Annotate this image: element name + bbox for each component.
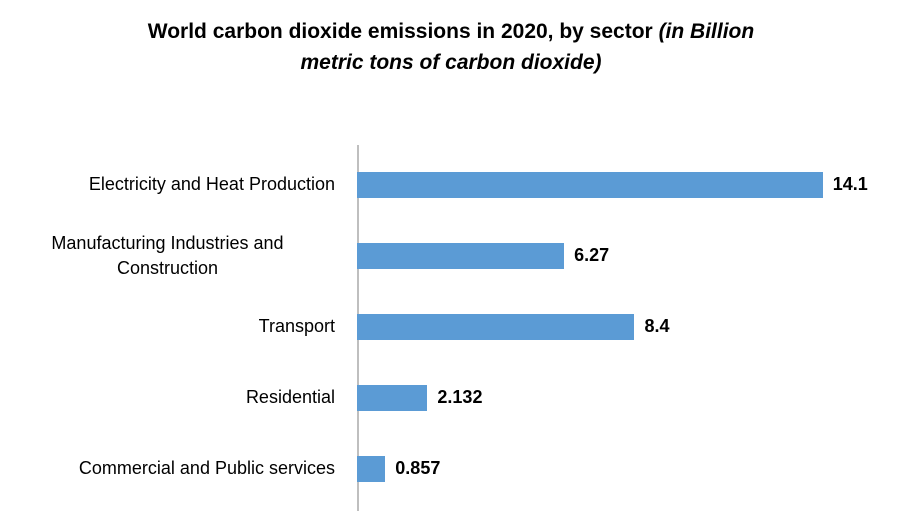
category-label: Commercial and Public services: [78, 458, 335, 478]
bar-row: Manufacturing Industries and Constructio…: [0, 220, 902, 291]
category-label-cell: Transport: [0, 314, 357, 339]
value-label: 6.27: [574, 245, 610, 265]
bar-row: Transport 8.4: [0, 291, 902, 362]
bar-cell: 6.27: [357, 220, 902, 291]
bar-cell: 0.857: [357, 433, 902, 504]
bar: [357, 384, 428, 411]
category-label: Residential: [245, 387, 335, 407]
category-label-cell: Commercial and Public services: [0, 456, 357, 481]
bar: [357, 455, 386, 482]
chart-title-main: World carbon dioxide emissions in 2020, …: [147, 20, 659, 43]
bar-rows: Electricity and Heat Production 14.1 Manuf…: [0, 149, 902, 504]
bar-cell: 14.1: [357, 149, 902, 220]
bar-cell: 8.4: [357, 291, 902, 362]
bar-row: Residential 2.132: [0, 362, 902, 433]
bar-chart: Electricity and Heat Production 14.1 Manuf…: [0, 145, 902, 511]
bar-row: Electricity and Heat Production 14.1: [0, 149, 902, 220]
category-label: Transport: [258, 316, 335, 336]
category-label-cell: Manufacturing Industries and Constructio…: [0, 231, 357, 281]
bar: [357, 171, 823, 198]
value-label: 2.132: [437, 387, 483, 407]
bar-cell: 2.132: [357, 362, 902, 433]
category-label-cell: Residential: [0, 385, 357, 410]
category-label: Manufacturing Industries and Constructio…: [51, 232, 284, 278]
bar: [357, 313, 635, 340]
chart-title-unit: (in Billion metric tons of carbon dioxid…: [300, 20, 755, 74]
value-label: 14.1: [832, 174, 868, 194]
bar-row: Commercial and Public services 0.857: [0, 433, 902, 504]
chart-title: World carbon dioxide emissions in 2020, …: [116, 16, 786, 78]
value-label: 0.857: [395, 458, 441, 478]
category-label: Electricity and Heat Production: [88, 174, 335, 194]
category-label-cell: Electricity and Heat Production: [0, 172, 357, 197]
bar: [357, 242, 565, 269]
value-label: 8.4: [644, 316, 670, 336]
